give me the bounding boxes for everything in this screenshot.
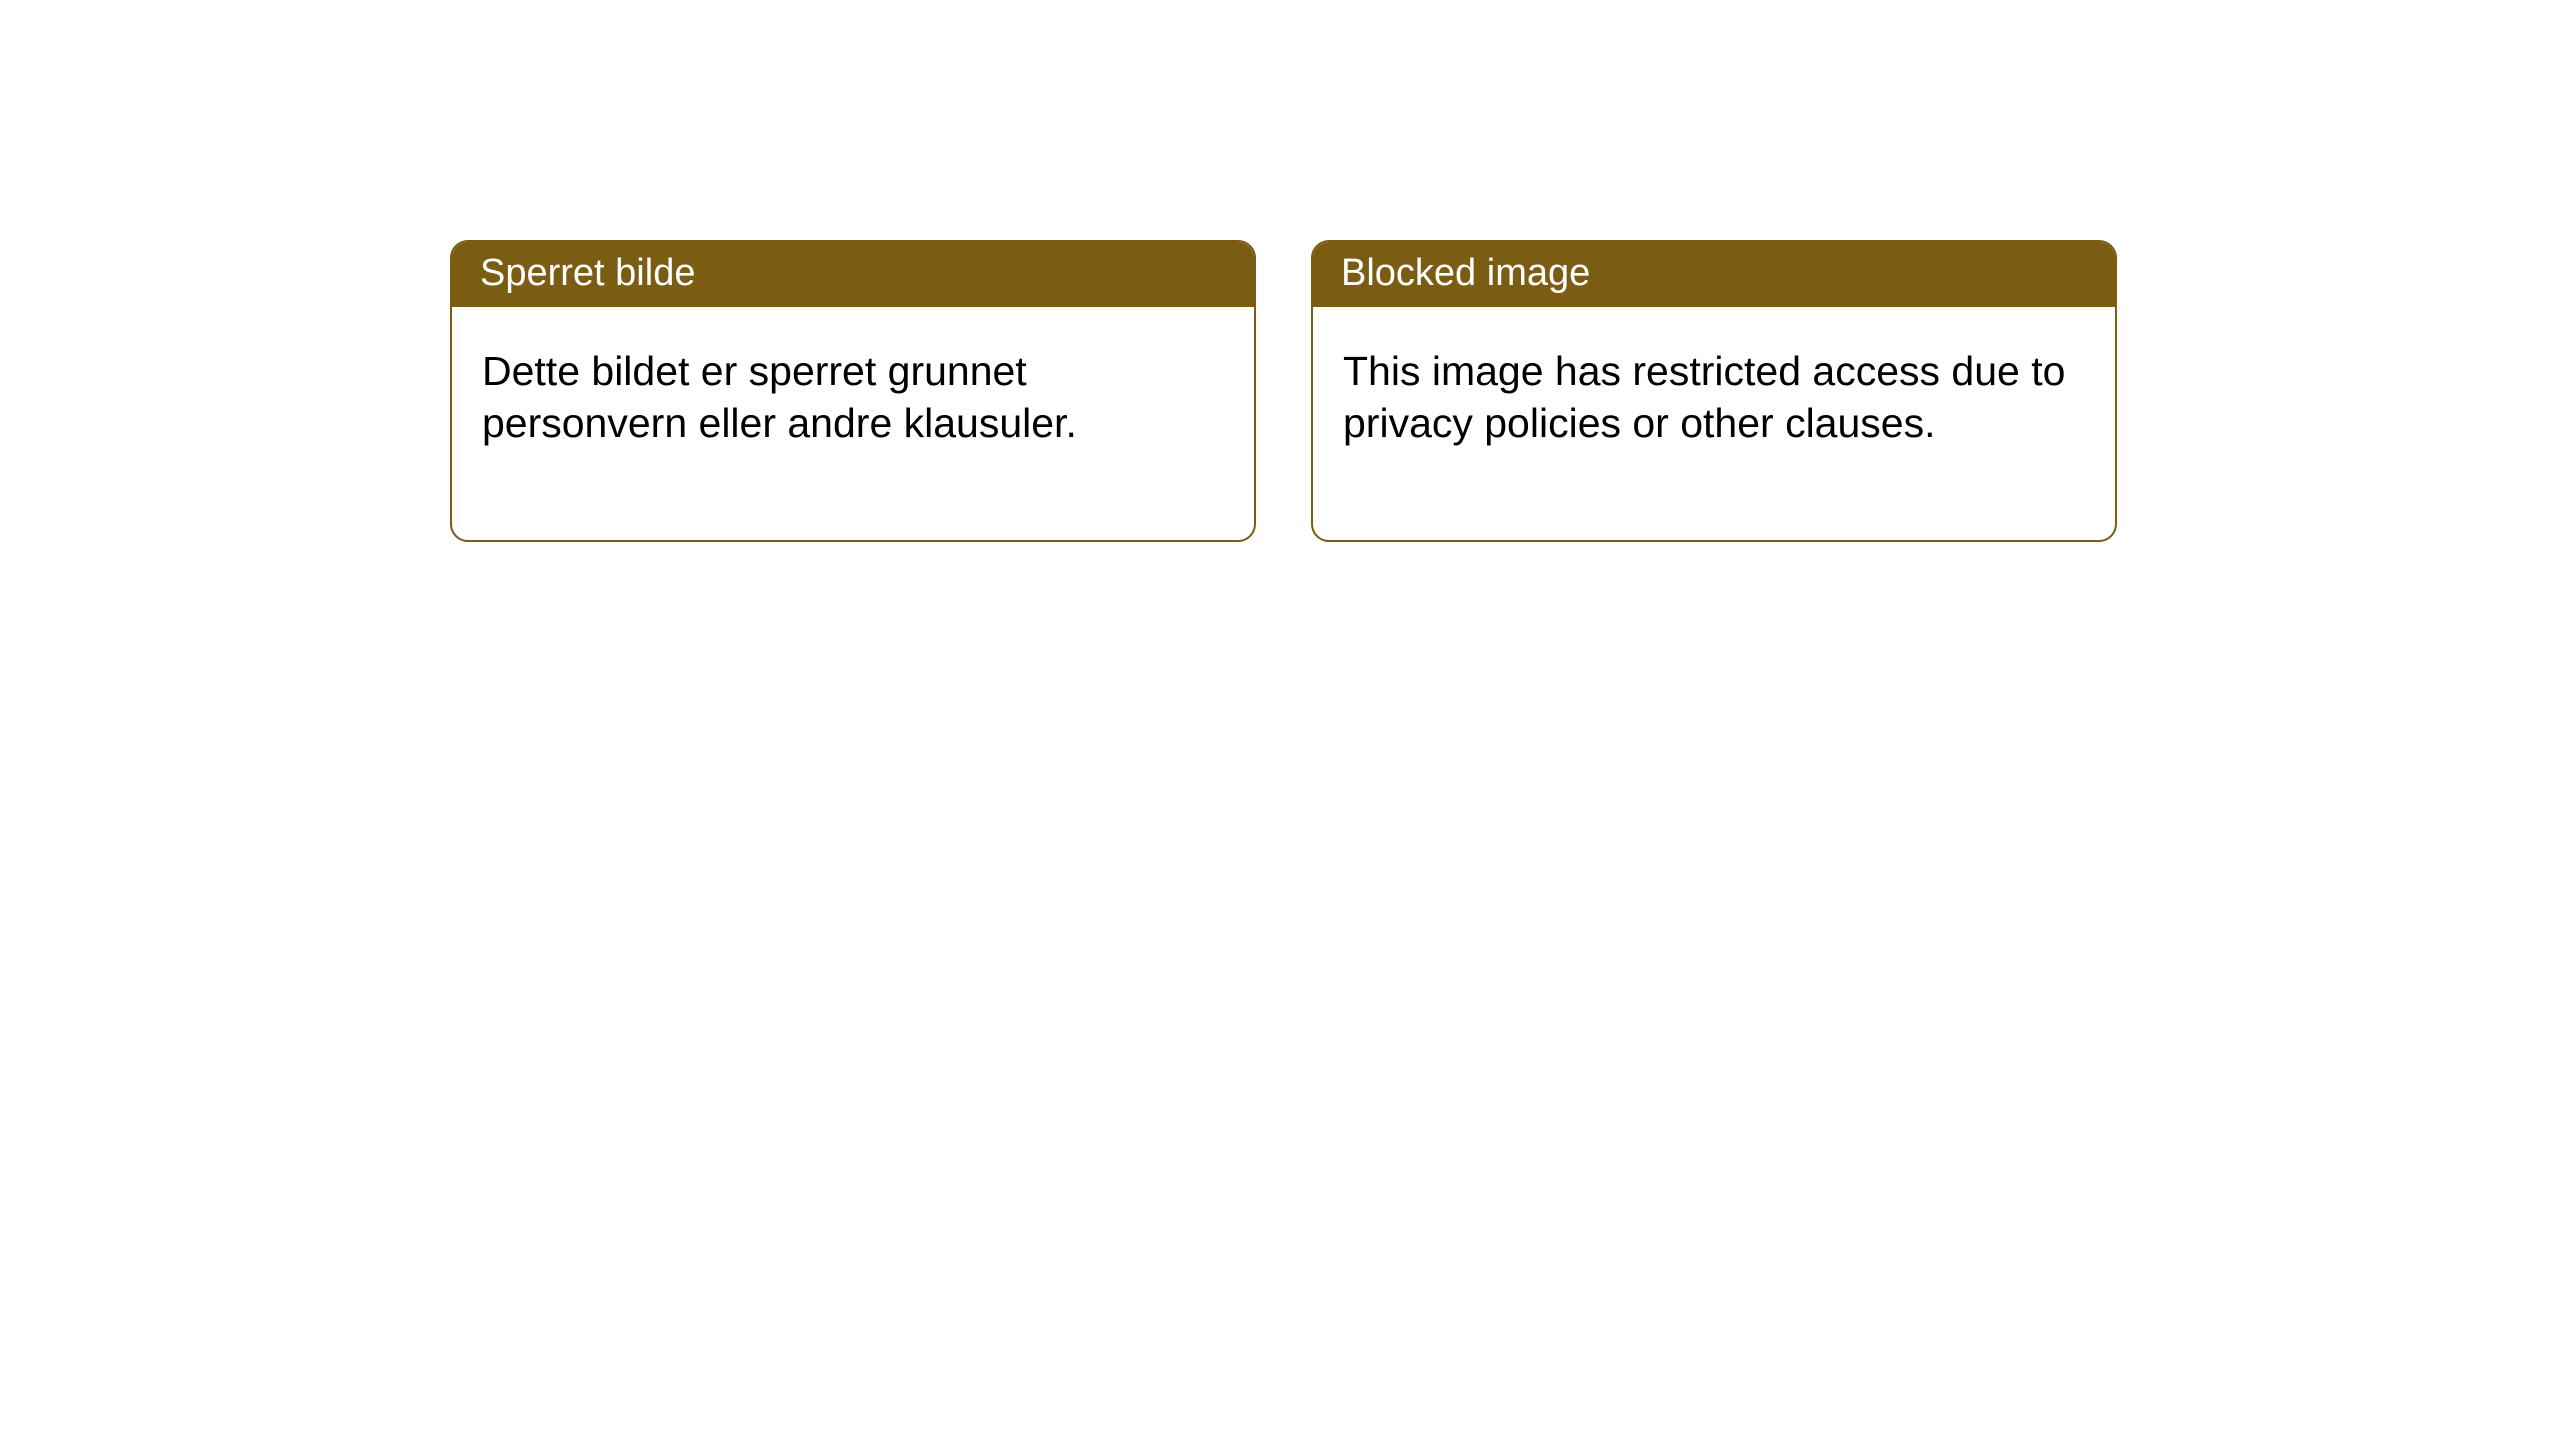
notice-body: Dette bildet er sperret grunnet personve…: [452, 307, 1254, 540]
notice-card-english: Blocked image This image has restricted …: [1311, 240, 2117, 542]
notice-header: Sperret bilde: [452, 242, 1254, 307]
notice-container: Sperret bilde Dette bildet er sperret gr…: [0, 0, 2560, 542]
notice-body: This image has restricted access due to …: [1313, 307, 2115, 540]
notice-header: Blocked image: [1313, 242, 2115, 307]
notice-card-norwegian: Sperret bilde Dette bildet er sperret gr…: [450, 240, 1256, 542]
